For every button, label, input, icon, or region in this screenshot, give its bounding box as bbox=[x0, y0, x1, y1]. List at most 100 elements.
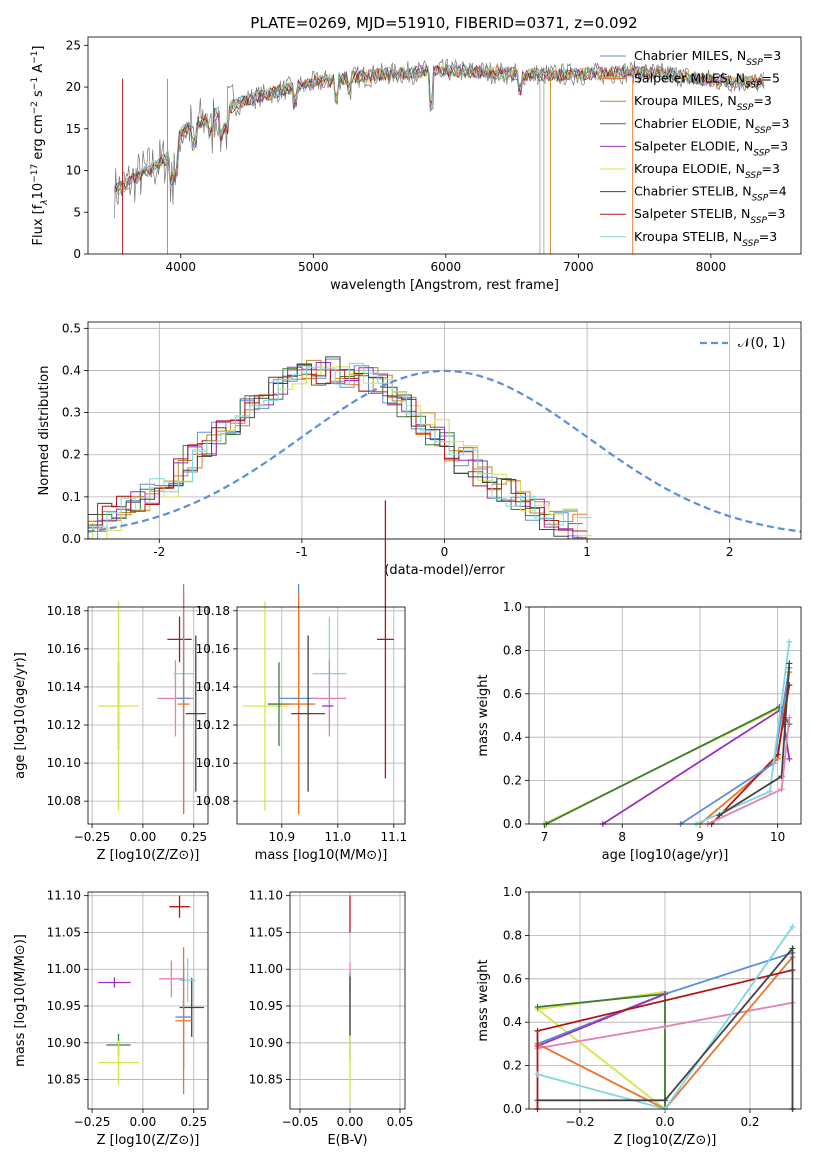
weight-marker bbox=[786, 660, 793, 667]
x-tick-label: 0.25 bbox=[180, 1115, 207, 1129]
x-tick-label: −0.2 bbox=[565, 1115, 594, 1129]
y-label-part: −1 bbox=[30, 77, 40, 90]
y-axis-label: Flux [fλ10−17 erg cm−2 s−1 A−1] bbox=[30, 46, 50, 246]
y-tick-label: 0.3 bbox=[62, 406, 81, 420]
y-tick-label: 11.05 bbox=[249, 925, 283, 939]
legend-sub: SSP bbox=[745, 81, 762, 91]
x-tick-label: −0.25 bbox=[74, 1115, 111, 1129]
y-label-part: 10 bbox=[31, 183, 46, 200]
legend-sub: SSP bbox=[746, 58, 763, 68]
legend-equals: = bbox=[770, 138, 780, 153]
legend-sub: SSP bbox=[750, 216, 767, 226]
histogram-step bbox=[88, 362, 592, 528]
mass_vs_Z-axes: −0.25 0.00 0.25 10.85 10.90 10.95 11.00 11.05 11… bbox=[13, 889, 209, 1148]
weight-line bbox=[537, 945, 794, 1109]
legend-entry: Kroupa ELODIE, NSSP=3 bbox=[634, 161, 780, 181]
x-tick-label: −0.05 bbox=[282, 1115, 319, 1129]
residuals-axes: -2 -1 0 1 2 0.0 0.1 0.2 0.3 0.4 0.5 (data-model)/er… bbox=[37, 321, 802, 578]
legend-sub: SSP bbox=[752, 194, 769, 204]
weight-marker bbox=[534, 1004, 541, 1011]
legend-nssp-value: 3 bbox=[780, 138, 788, 153]
x-axis-label: Z [log10(Z/Z⊙)] bbox=[97, 1133, 200, 1148]
legend-name: Chabrier MILES bbox=[634, 48, 729, 63]
y-tick-label: 10.12 bbox=[47, 718, 81, 732]
y-tick-label: 0.6 bbox=[503, 972, 522, 986]
weight-marker bbox=[662, 1023, 668, 1030]
x-tick-label: -2 bbox=[153, 545, 165, 559]
legend-nssp-label: , N bbox=[733, 206, 750, 221]
y-axis-label: mass [log10(M/M⊙)] bbox=[13, 934, 28, 1067]
y-tick-label: 10.85 bbox=[47, 1073, 81, 1087]
legend-name: Salpeter MILES bbox=[634, 71, 728, 86]
y-tick-label: 10.18 bbox=[47, 604, 81, 618]
weight-marker bbox=[662, 1097, 668, 1104]
legend-equals: = bbox=[753, 93, 763, 108]
legend-sub: SSP bbox=[745, 171, 762, 181]
y-tick-label: 11.10 bbox=[249, 889, 283, 903]
y-tick-label: 11.00 bbox=[47, 962, 81, 976]
y-tick-label: 10.90 bbox=[249, 1036, 283, 1050]
legend-nssp-value: 3 bbox=[772, 161, 780, 176]
y-tick-label: 0.2 bbox=[62, 448, 81, 462]
y-tick-label: 1.0 bbox=[503, 600, 522, 614]
legend-name: Kroupa ELODIE bbox=[634, 161, 728, 176]
y-tick-label: 11.00 bbox=[249, 962, 283, 976]
x-tick-label: 8000 bbox=[696, 260, 727, 274]
spectrum-lines bbox=[114, 58, 765, 254]
x-tick-label: 1 bbox=[583, 545, 591, 559]
y-tick-label: 11.05 bbox=[47, 925, 81, 939]
y-axis-label: age [log10(age/yr)] bbox=[13, 652, 28, 779]
legend-name: Chabrier ELODIE bbox=[634, 116, 737, 131]
x-axis-label: mass [log10(M/M⊙)] bbox=[255, 848, 388, 863]
legend-nssp-label: , N bbox=[734, 184, 751, 199]
x-tick-label: 4000 bbox=[165, 260, 196, 274]
weight-marker bbox=[716, 812, 723, 819]
x-tick-label: −0.25 bbox=[74, 830, 111, 844]
y-tick-label: 25 bbox=[66, 38, 81, 52]
legend-entry: Salpeter ELODIE, NSSP=3 bbox=[634, 138, 788, 158]
weight-marker bbox=[534, 1027, 541, 1034]
weight-marker bbox=[662, 990, 668, 997]
axes-frame bbox=[87, 891, 209, 1110]
histogram-step bbox=[88, 366, 592, 539]
legend-equals: = bbox=[768, 184, 778, 199]
x-tick-label: -1 bbox=[296, 545, 308, 559]
x-tick-label: 10 bbox=[770, 830, 785, 844]
x-tick-label: 0.05 bbox=[387, 1115, 414, 1129]
x-tick-label: 0.0 bbox=[655, 1115, 674, 1129]
y-tick-label: 10.12 bbox=[196, 718, 230, 732]
x-tick-label: 0.00 bbox=[337, 1115, 364, 1129]
y-tick-label: 0.1 bbox=[62, 490, 81, 504]
y-tick-label: 0.4 bbox=[503, 730, 522, 744]
legend-name: Salpeter STELIB bbox=[634, 206, 733, 221]
y-label-part: s bbox=[31, 90, 46, 101]
x-tick-label: 0.25 bbox=[180, 830, 207, 844]
legend-nssp-value: 3 bbox=[777, 206, 785, 221]
errorbar-points bbox=[98, 584, 206, 815]
legend-nssp-label: , N bbox=[725, 229, 742, 244]
x-axis-label: E(B-V) bbox=[327, 1133, 367, 1148]
x-tick-label: 10.9 bbox=[268, 830, 295, 844]
legend-nssp-label: , N bbox=[737, 116, 754, 131]
legend-nssp-value: 3 bbox=[764, 93, 772, 108]
legend-entry: Salpeter STELIB, NSSP=3 bbox=[634, 206, 785, 226]
x-tick-label: 2 bbox=[726, 545, 734, 559]
y-tick-label: 0.0 bbox=[503, 817, 522, 831]
y-tick-label: 20 bbox=[66, 80, 81, 94]
legend-entry: Kroupa MILES, NSSP=3 bbox=[634, 93, 772, 113]
axes-frame bbox=[87, 606, 209, 825]
y-tick-label: 10 bbox=[66, 164, 81, 178]
axes-frame bbox=[289, 891, 406, 1110]
legend-equals: = bbox=[771, 116, 781, 131]
y-tick-label: 10.95 bbox=[47, 999, 81, 1013]
x-axis-label: wavelength [Angstrom, rest frame] bbox=[330, 278, 559, 293]
y-tick-label: 0.0 bbox=[62, 532, 81, 546]
legend-name: Salpeter ELODIE bbox=[634, 138, 736, 153]
histogram-step bbox=[88, 356, 583, 539]
y-tick-label: 10.14 bbox=[196, 680, 230, 694]
y-tick-label: 10.85 bbox=[249, 1073, 283, 1087]
y-label-part: −2 bbox=[30, 101, 40, 114]
x-axis-label: Z [log10(Z/Z⊙)] bbox=[97, 848, 200, 863]
x-axis-label: (data-model)/error bbox=[384, 563, 505, 578]
